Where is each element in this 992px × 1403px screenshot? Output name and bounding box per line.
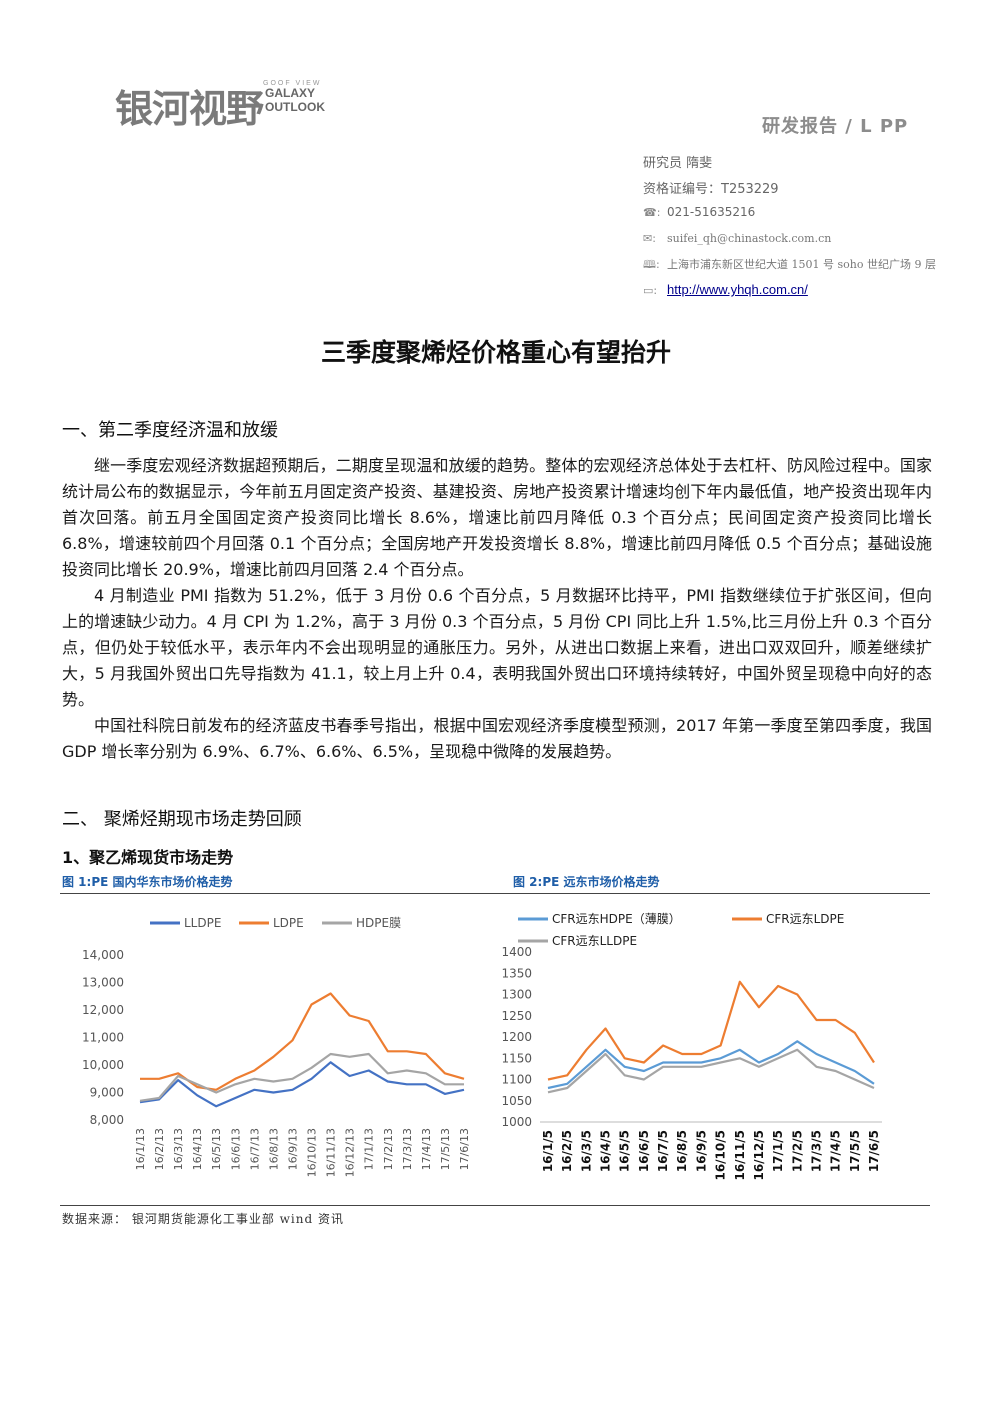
y-tick-label-1-2: 12,000 — [82, 1003, 124, 1017]
series-line-2-1 — [547, 980, 875, 1081]
brand-logo-en: GALAXY OUTLOOK — [265, 86, 325, 114]
x-tick-label-2-1: 16/2/5 — [560, 1130, 574, 1172]
x-tick-label-1-9: 16/10/13 — [306, 1128, 319, 1177]
computer-icon: ▭: — [643, 284, 658, 297]
y-tick-label-2-2: 1300 — [501, 988, 532, 1002]
y-tick-label-1-3: 11,000 — [82, 1031, 124, 1045]
phone-line: ☎: 021-51635216 — [643, 205, 755, 220]
y-tick-label-1-6: 8,000 — [90, 1113, 124, 1127]
y-tick-label-2-4: 1200 — [501, 1030, 532, 1044]
series-line-1-2 — [139, 1052, 464, 1102]
x-tick-label-2-4: 16/5/5 — [618, 1130, 632, 1172]
y-tick-label-1-5: 9,000 — [90, 1086, 124, 1100]
figure-2-caption: 图 2:PE 远东市场价格走势 — [513, 875, 660, 889]
section-1-body: 继一季度宏观经济数据超预期后，二期度呈现温和放缓的趋势。整体的宏观经济总体处于去… — [62, 453, 932, 765]
y-tick-label-1-0: 14,000 — [82, 948, 124, 962]
paragraph-1: 继一季度宏观经济数据超预期后，二期度呈现温和放缓的趋势。整体的宏观经济总体处于去… — [62, 456, 932, 579]
email-address: suifei_qh@chinastock.com.cn — [667, 232, 832, 245]
office-address: 上海市浦东新区世纪大道 1501 号 soho 世纪广场 9 层 — [667, 258, 936, 271]
x-tick-label-2-8: 16/9/5 — [694, 1130, 708, 1172]
figure-bottom-rule — [60, 1205, 930, 1206]
x-tick-label-1-2: 16/3/13 — [172, 1128, 185, 1170]
book-icon: 🕮: — [643, 258, 660, 271]
x-tick-label-2-16: 17/5/5 — [848, 1130, 862, 1172]
x-tick-label-2-13: 17/2/5 — [790, 1130, 804, 1172]
report-type-label: 研发报告 / L PP — [762, 116, 909, 137]
x-tick-label-1-0: 16/1/13 — [134, 1128, 147, 1170]
x-tick-label-2-17: 17/6/5 — [867, 1130, 881, 1172]
x-tick-label-1-3: 16/4/13 — [191, 1128, 204, 1170]
phone-number: 021-51635216 — [667, 205, 756, 219]
x-tick-label-1-11: 16/12/13 — [344, 1128, 357, 1177]
report-title: 三季度聚烯烃价格重心有望抬升 — [320, 338, 671, 367]
x-tick-label-1-7: 16/8/13 — [267, 1128, 280, 1170]
brand-logo-en-line2: OUTLOOK — [265, 100, 325, 114]
researcher-name: 研究员 隋斐 — [643, 156, 713, 171]
certificate-number: 资格证编号：T253229 — [643, 182, 779, 197]
y-tick-label-2-6: 1100 — [501, 1073, 532, 1087]
y-tick-label-2-3: 1250 — [501, 1009, 532, 1023]
mail-icon: ✉: — [643, 232, 656, 245]
phone-icon: ☎: — [643, 206, 661, 219]
y-tick-label-1-4: 10,000 — [82, 1058, 124, 1072]
y-tick-label-2-1: 1350 — [501, 966, 532, 980]
legend-label-1-2: HDPE膜 — [356, 916, 401, 930]
x-tick-label-1-13: 17/2/13 — [382, 1128, 395, 1170]
y-tick-label-2-8: 1000 — [501, 1115, 532, 1129]
x-tick-label-2-5: 16/6/5 — [637, 1130, 651, 1172]
data-source-note: 数据来源： 银河期货能源化工事业部 wind 资讯 — [62, 1212, 344, 1226]
brand-logo-tagline: GOOF VIEW — [263, 80, 322, 87]
x-tick-label-1-12: 17/1/13 — [363, 1128, 376, 1170]
x-tick-label-1-6: 16/7/13 — [248, 1128, 261, 1170]
section-2-heading: 二、 聚烯烃期现市场走势回顾 — [62, 809, 302, 830]
x-tick-label-2-2: 16/3/5 — [579, 1130, 593, 1172]
paragraph-3: 中国社科院日前发布的经济蓝皮书春季号指出，根据中国宏观经济季度模型预测，2017… — [62, 716, 932, 761]
x-tick-label-1-5: 16/6/13 — [229, 1128, 242, 1170]
paragraph-2: 4 月制造业 PMI 指数为 51.2%，低于 3 月份 0.6 个百分点，5 … — [62, 586, 932, 709]
x-tick-label-1-10: 16/11/13 — [325, 1128, 338, 1177]
legend-label-2-0: CFR远东HDPE（薄膜） — [552, 911, 681, 926]
series-line-2-2 — [547, 1048, 875, 1094]
y-tick-label-2-0: 1400 — [501, 945, 532, 959]
website-link[interactable]: http://www.yhqh.com.cn/ — [667, 282, 808, 297]
x-tick-label-2-7: 16/8/5 — [675, 1130, 689, 1172]
series-line-2-0 — [547, 1040, 875, 1090]
x-tick-label-2-12: 17/1/5 — [771, 1130, 785, 1172]
x-tick-label-1-4: 16/5/13 — [210, 1128, 223, 1170]
chart-pe-far-east: CFR远东HDPE（薄膜） CFR远东LDPE CFR远东LLDPE 1400 1350… — [501, 911, 882, 1181]
series-line-1-1 — [140, 992, 465, 1091]
legend-label-1-0: LLDPE — [184, 916, 221, 930]
x-tick-label-2-14: 17/3/5 — [809, 1130, 823, 1172]
x-tick-label-1-16: 17/5/13 — [439, 1128, 452, 1170]
y-tick-label-1-1: 13,000 — [82, 976, 124, 990]
x-tick-label-1-17: 17/6/13 — [458, 1128, 471, 1170]
y-tick-label-2-7: 1050 — [501, 1094, 532, 1108]
series-line-1-0 — [139, 1061, 465, 1108]
x-tick-label-2-9: 16/10/5 — [714, 1130, 728, 1181]
x-tick-label-2-10: 16/11/5 — [733, 1130, 747, 1181]
x-tick-label-1-14: 17/3/13 — [401, 1128, 414, 1170]
x-tick-label-2-11: 16/12/5 — [752, 1130, 766, 1181]
brand-logo-en-line1: GALAXY — [265, 86, 316, 100]
email-line: ✉: suifei_qh@chinastock.com.cn — [643, 231, 831, 246]
legend-label-1-1: LDPE — [273, 916, 304, 930]
x-tick-label-2-6: 16/7/5 — [656, 1130, 670, 1172]
brand-logo: 银河视野 — [115, 87, 264, 131]
figure-1-caption: 图 1:PE 国内华东市场价格走势 — [62, 875, 233, 889]
legend-label-2-2: CFR远东LLDPE — [552, 934, 637, 948]
x-tick-label-1-15: 17/4/13 — [420, 1128, 433, 1170]
legend-label-2-1: CFR远东LDPE — [766, 912, 844, 926]
x-tick-label-2-0: 16/1/5 — [541, 1130, 555, 1172]
x-tick-label-1-1: 16/2/13 — [153, 1128, 166, 1170]
x-tick-label-2-15: 17/4/5 — [829, 1130, 843, 1172]
figure-top-rule — [60, 893, 930, 894]
y-tick-label-2-5: 1150 — [501, 1051, 532, 1065]
section-2-subheading: 1、聚乙烯现货市场走势 — [62, 848, 234, 867]
x-tick-label-2-3: 16/4/5 — [599, 1130, 613, 1172]
website-line: ▭: http://www.yhqh.com.cn/ — [643, 282, 808, 298]
x-tick-label-1-8: 16/9/13 — [286, 1128, 299, 1170]
chart-pe-east-china: LLDPE LDPE HDPE膜 14,000 13,000 12,000 11,000 10… — [82, 916, 471, 1177]
section-1-heading: 一、第二季度经济温和放缓 — [62, 420, 278, 441]
address-line: 🕮: 上海市浦东新区世纪大道 1501 号 soho 世纪广场 9 层 — [643, 256, 936, 275]
